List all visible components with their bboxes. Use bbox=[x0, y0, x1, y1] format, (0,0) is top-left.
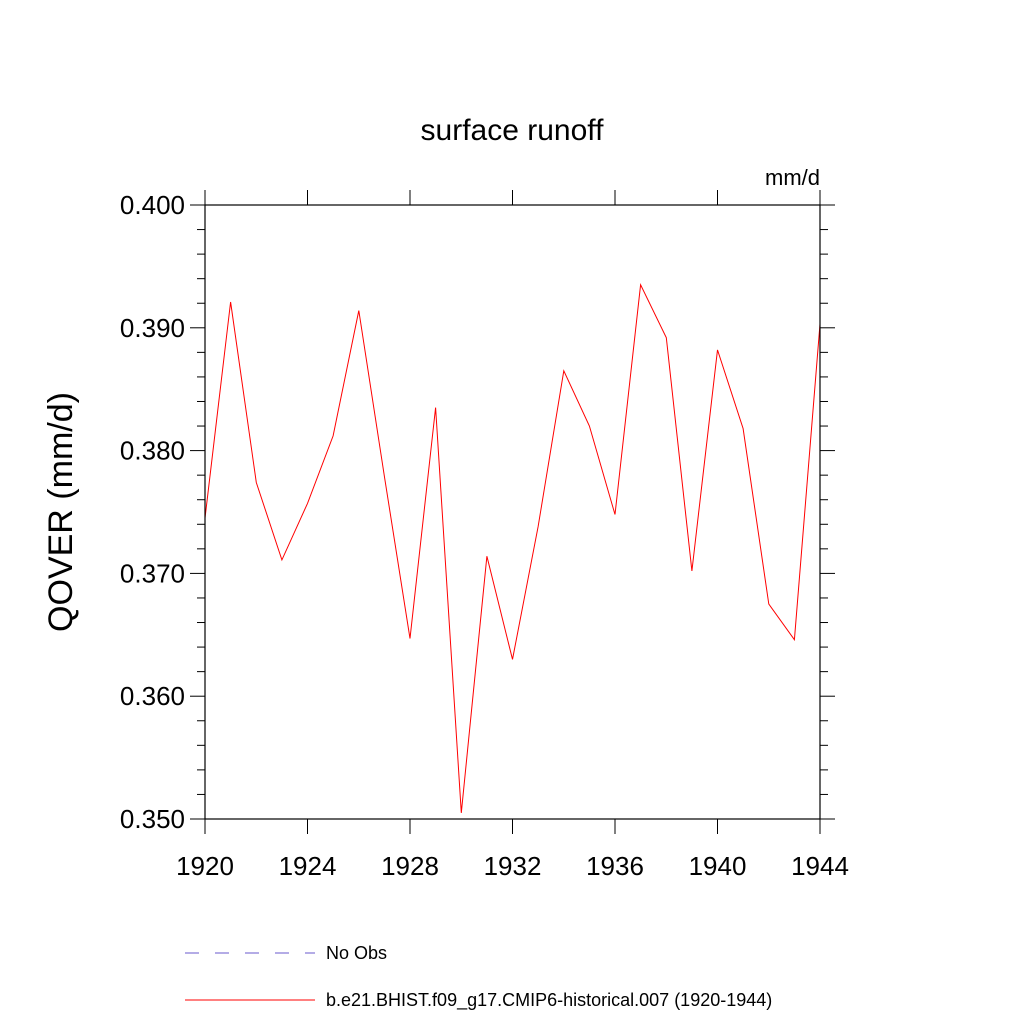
y-tick-label: 0.400 bbox=[120, 190, 185, 220]
y-tick-label: 0.350 bbox=[120, 804, 185, 834]
x-tick-label: 1936 bbox=[586, 851, 644, 881]
plot-frame bbox=[204, 204, 821, 820]
legend: No Obs b.e21.BHIST.f09_g17.CMIP6-histori… bbox=[185, 943, 772, 1011]
chart-title: surface runoff bbox=[421, 114, 605, 147]
y-axis-label: QOVER (mm/d) bbox=[42, 392, 80, 632]
series-layer bbox=[204, 283, 821, 813]
legend-label-no-obs: No Obs bbox=[326, 943, 387, 963]
y-tick-label: 0.370 bbox=[120, 558, 185, 588]
y-tick-label: 0.360 bbox=[120, 681, 185, 711]
legend-label-historical: b.e21.BHIST.f09_g17.CMIP6-historical.007… bbox=[326, 990, 772, 1011]
units-label: mm/d bbox=[765, 165, 820, 190]
series-line-0 bbox=[204, 283, 821, 813]
x-tick-label: 1940 bbox=[689, 851, 747, 881]
x-tick-label: 1932 bbox=[484, 851, 542, 881]
x-tick-label: 1928 bbox=[381, 851, 439, 881]
x-tick-label: 1924 bbox=[279, 851, 337, 881]
x-tick-label: 1944 bbox=[791, 851, 849, 881]
axis-ticks bbox=[190, 190, 835, 834]
y-tick-label: 0.390 bbox=[120, 313, 185, 343]
x-tick-label: 1920 bbox=[176, 851, 234, 881]
y-tick-label: 0.380 bbox=[120, 436, 185, 466]
axis-tick-labels: 1920 1924 1928 1932 1936 1940 1944 0.350 0.360 0.… bbox=[120, 190, 849, 881]
